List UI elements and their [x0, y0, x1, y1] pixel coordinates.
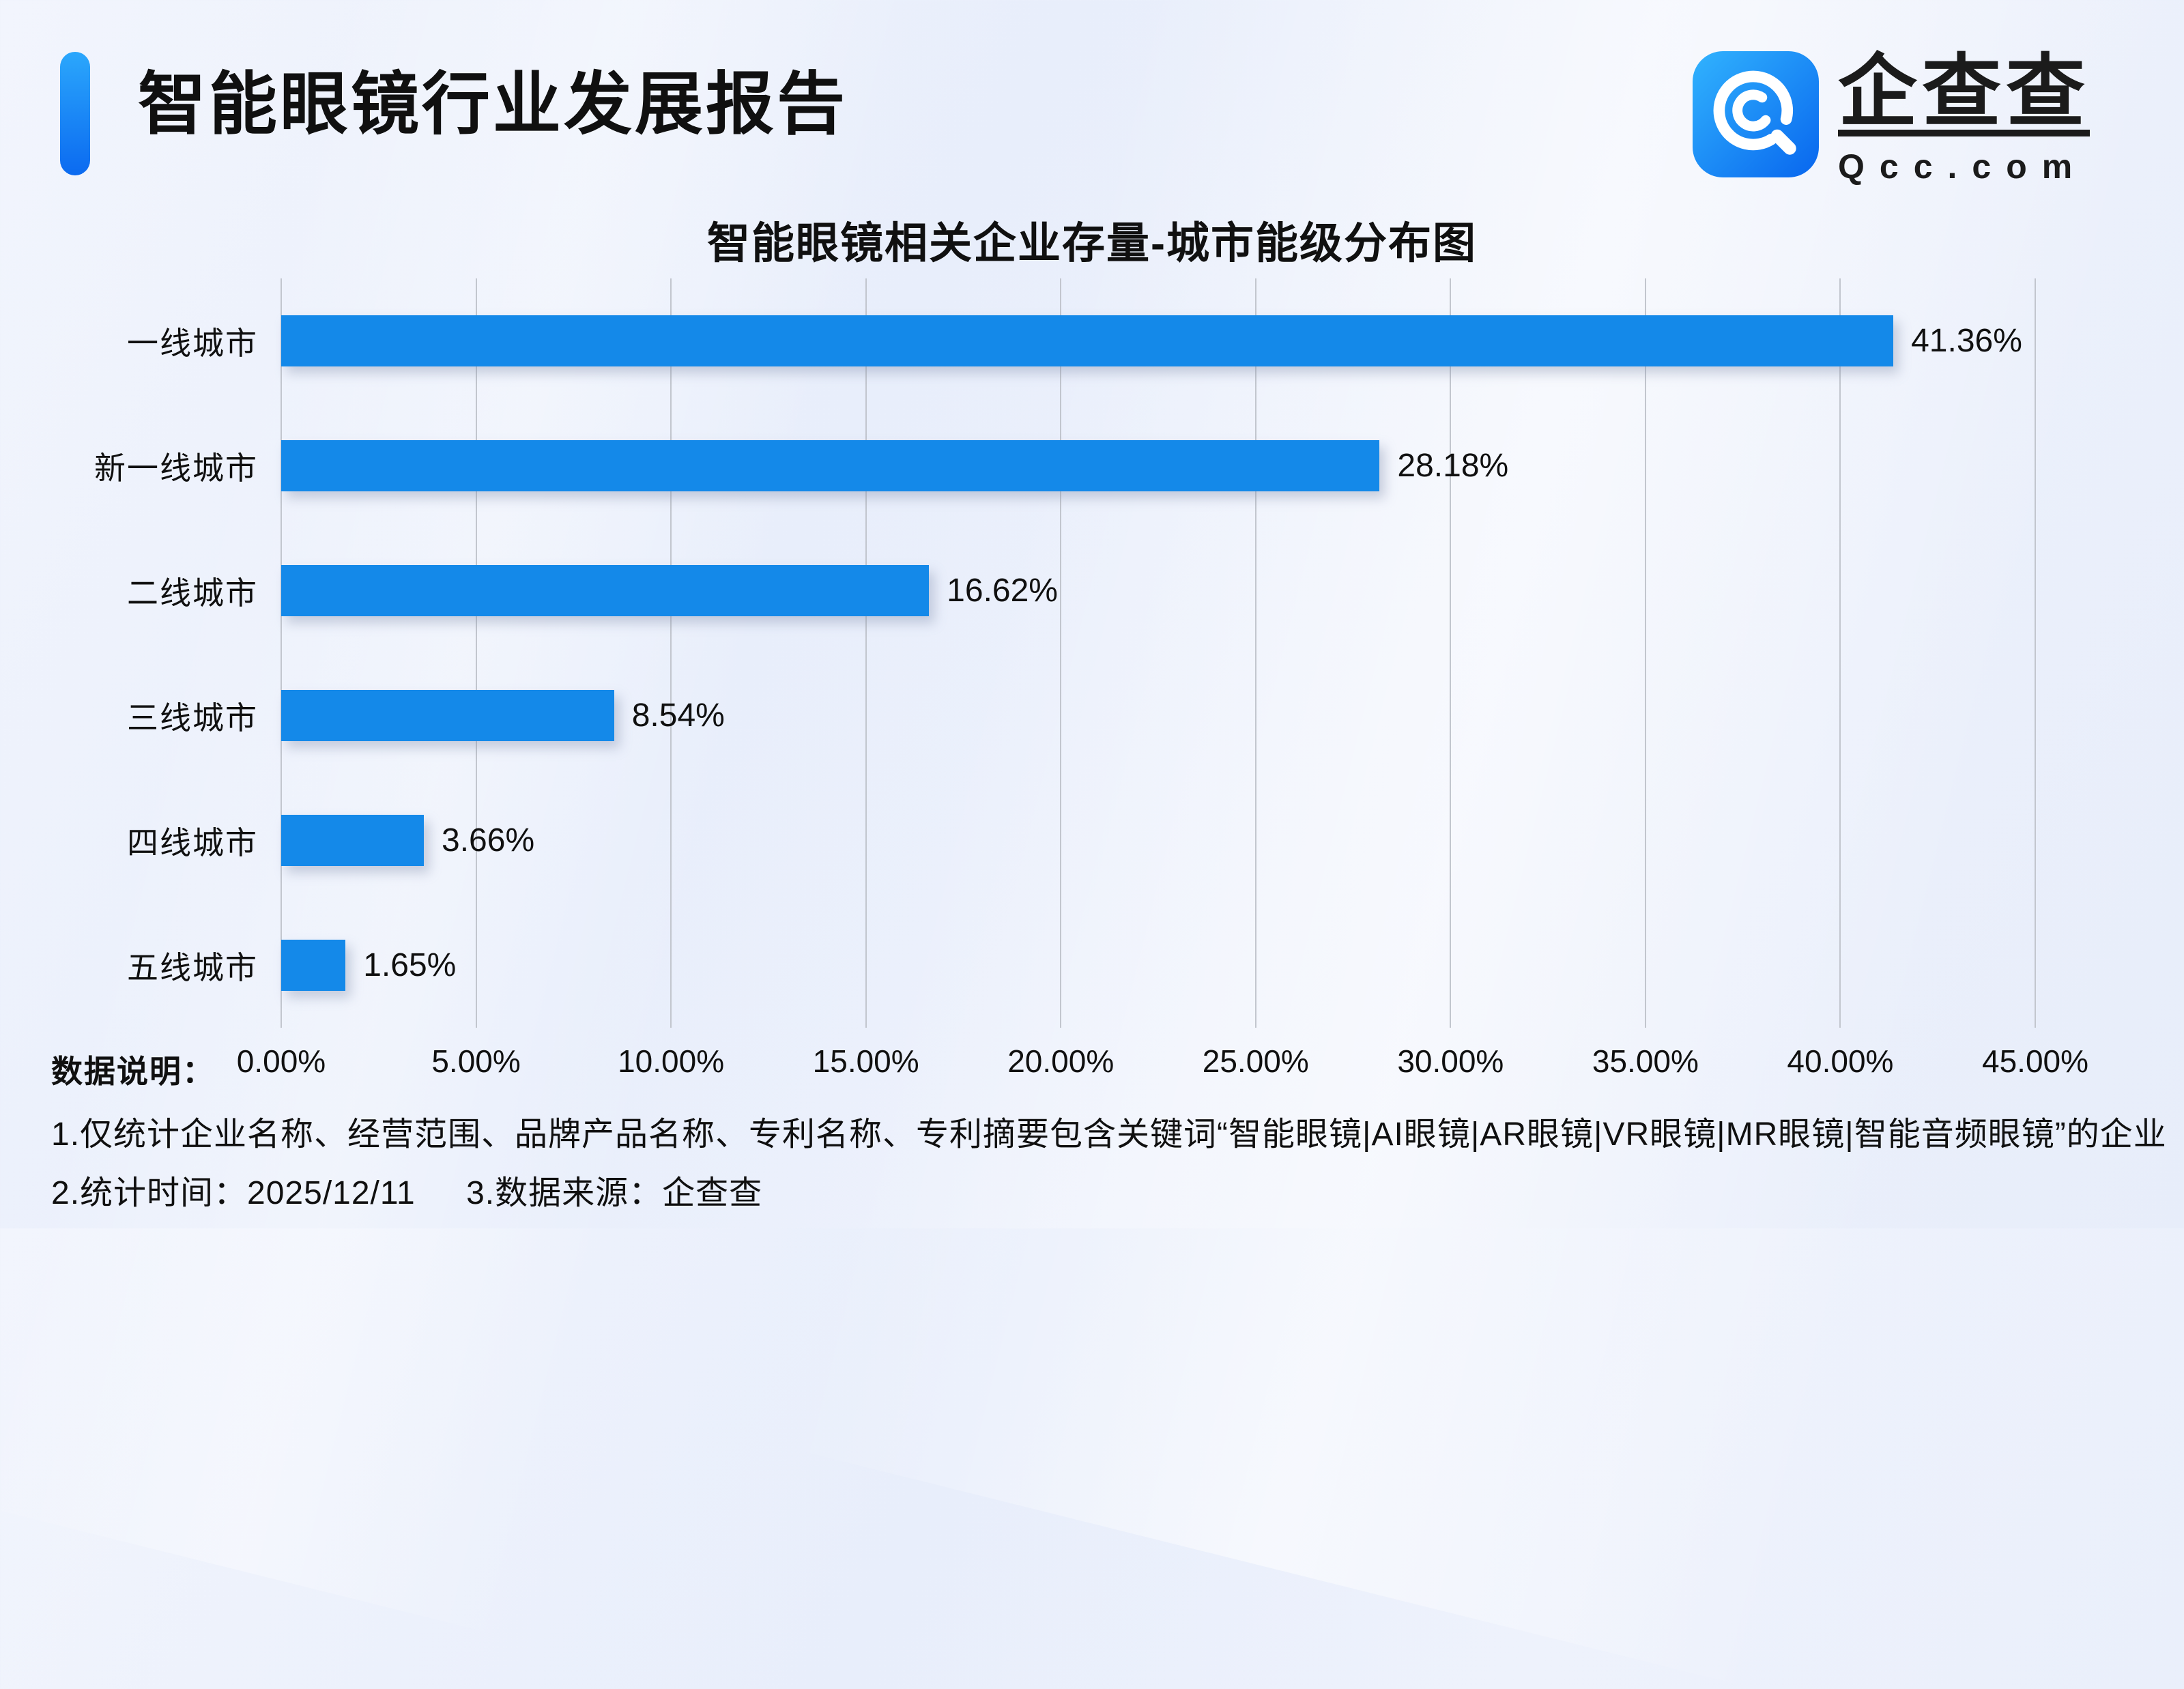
x-tick-label: 15.00%	[812, 1043, 919, 1079]
bar-row: 8.54%	[281, 653, 2035, 778]
category-labels: 一线城市新一线城市二线城市三线城市四线城市五线城市	[0, 278, 258, 1028]
bar-value-label: 16.62%	[947, 573, 1058, 609]
x-tick-label: 20.00%	[1007, 1043, 1115, 1079]
bars-area: 41.36% 28.18% 16.62% 8.54% 3.66% 1.65%	[281, 278, 2035, 1028]
x-tick-label: 35.00%	[1592, 1043, 1699, 1079]
logo-brand-name: 企查查	[1838, 47, 2090, 136]
page-title: 智能眼镜行业发展报告	[138, 66, 848, 143]
category-label: 四线城市	[127, 824, 258, 861]
x-tick-label: 5.00%	[431, 1043, 521, 1079]
bar-value-label: 28.18%	[1397, 448, 1509, 484]
bar-value-label: 3.66%	[442, 822, 535, 858]
title-accent-bar	[60, 52, 90, 175]
x-tick-label: 30.00%	[1397, 1043, 1504, 1079]
bar-row: 28.18%	[281, 403, 2035, 528]
gridline	[475, 278, 477, 1028]
gridline	[865, 278, 867, 1028]
bar-value-label: 41.36%	[1911, 323, 2022, 359]
bar-row: 41.36%	[281, 278, 2035, 403]
footnote-data-source: 3.数据来源：企查查	[466, 1175, 763, 1211]
gridline	[1450, 278, 1452, 1028]
x-tick-label: 25.00%	[1202, 1043, 1309, 1079]
x-axis: 0.00% 5.00% 10.00% 15.00% 20.00% 25.00% 30.00%…	[237, 1043, 2088, 1091]
category-label: 五线城市	[127, 949, 258, 985]
bar-五线城市	[281, 940, 346, 991]
footnote-stat-date: 2.统计时间：2025/12/11	[51, 1175, 416, 1211]
logo-domain: Qcc.com	[1838, 147, 2088, 186]
gridline	[2035, 278, 2036, 1028]
bar-二线城市	[281, 565, 930, 616]
chart-title: 智能眼镜相关企业存量-城市能级分布图	[707, 220, 1477, 268]
bar-row: 1.65%	[281, 903, 2035, 1028]
bar-row: 3.66%	[281, 778, 2035, 903]
gridline	[1644, 278, 1646, 1028]
bar-新一线城市	[281, 440, 1380, 491]
bar-三线城市	[281, 690, 614, 741]
footnote-2: 2.统计时间：2025/12/11 3.数据来源：企查查	[51, 1166, 762, 1213]
qcc-magnifier-icon	[1693, 51, 1819, 177]
bar-四线城市	[281, 815, 425, 866]
category-label: 一线城市	[127, 325, 258, 361]
category-label: 三线城市	[127, 699, 258, 736]
data-note-label: 数据说明：	[51, 1054, 215, 1089]
bar-value-label: 1.65%	[363, 947, 457, 983]
x-tick-label: 45.00%	[1981, 1043, 2089, 1079]
gridline	[281, 278, 282, 1028]
x-tick-label: 0.00%	[236, 1043, 326, 1079]
bar-value-label: 8.54%	[631, 697, 725, 734]
qcc-logo: 企查查 Qcc.com	[1693, 51, 2090, 186]
gridline	[1839, 278, 1841, 1028]
bar-一线城市	[281, 315, 1894, 366]
x-tick-label: 40.00%	[1787, 1043, 1894, 1079]
category-label: 二线城市	[127, 575, 258, 611]
plot-area	[281, 278, 2036, 1028]
logo-text: 企查查 Qcc.com	[1838, 51, 2090, 186]
x-tick-label: 10.00%	[618, 1043, 725, 1079]
gridline	[670, 278, 672, 1028]
bar-row: 16.62%	[281, 528, 2035, 653]
footnote-1: 1.仅统计企业名称、经营范围、品牌产品名称、专利名称、专利摘要包含关键词“智能眼…	[51, 1116, 2167, 1153]
category-label: 新一线城市	[94, 450, 258, 486]
gridline	[1060, 278, 1062, 1028]
gridline	[1254, 278, 1256, 1028]
